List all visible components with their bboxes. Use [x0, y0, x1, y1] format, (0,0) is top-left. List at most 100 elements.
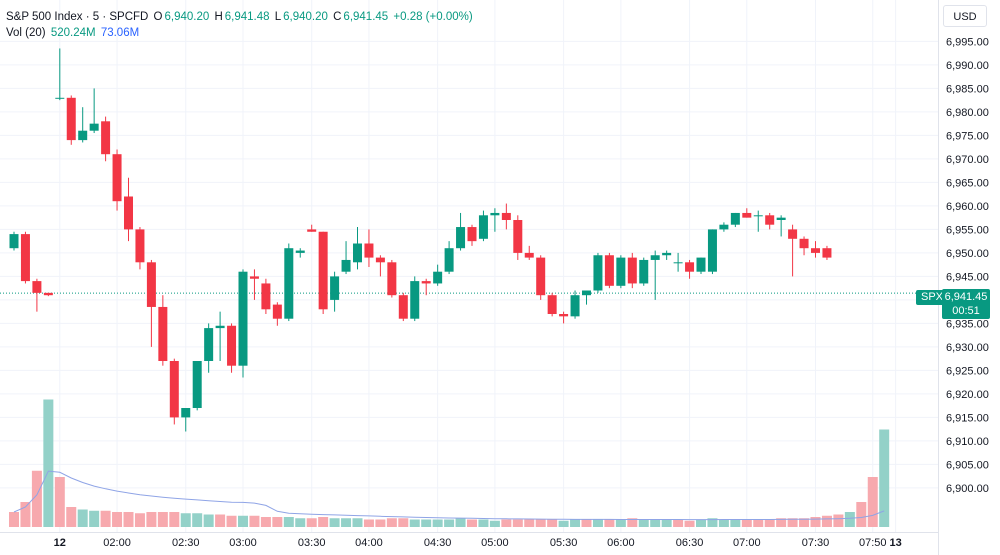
volume-bar [157, 512, 168, 527]
candle-down[interactable] [272, 304, 282, 319]
candle-down[interactable] [124, 196, 133, 230]
candle-down[interactable] [604, 255, 614, 286]
candle-down[interactable] [146, 262, 156, 307]
candle-down[interactable] [627, 257, 637, 284]
volume-bar [77, 509, 88, 527]
candle-up[interactable] [650, 255, 660, 260]
candle-down[interactable] [536, 257, 546, 296]
candle-down[interactable] [375, 257, 385, 263]
candle-down[interactable] [742, 212, 752, 218]
candle-up[interactable] [776, 217, 786, 220]
candle-up[interactable] [238, 271, 248, 366]
candle-up[interactable] [490, 212, 500, 216]
volume-bar [558, 520, 569, 527]
candle-up[interactable] [353, 243, 362, 263]
volume-bar [398, 518, 409, 527]
volume-bar [547, 519, 558, 527]
candle-up[interactable] [707, 229, 717, 272]
candle-down[interactable] [101, 121, 111, 155]
candle-down[interactable] [421, 281, 431, 284]
candle-down[interactable] [387, 262, 397, 296]
candle-up[interactable] [570, 295, 580, 317]
candle-down[interactable] [261, 283, 271, 310]
candle-down[interactable] [66, 97, 76, 141]
volume-bar [684, 520, 695, 527]
candle-up[interactable] [295, 250, 305, 253]
candle-down[interactable] [765, 215, 775, 225]
candle-down[interactable] [20, 234, 30, 282]
candle-down[interactable] [559, 314, 569, 317]
legend-symbol[interactable]: S&P 500 Index · 5 · SPCFD [6, 11, 149, 23]
candle-down[interactable] [364, 243, 374, 258]
candle-up[interactable] [696, 257, 706, 272]
candle-up[interactable] [662, 252, 672, 256]
candle-up[interactable] [616, 257, 626, 286]
candle-down[interactable] [811, 248, 820, 253]
candle-down[interactable] [112, 154, 122, 202]
candle-down[interactable] [307, 229, 317, 232]
candle-down[interactable] [227, 325, 237, 366]
candle-up[interactable] [181, 408, 191, 418]
candle-down[interactable] [158, 306, 168, 361]
volume-bar [627, 518, 638, 527]
candle-up[interactable] [215, 325, 225, 329]
volume-bar [112, 512, 123, 527]
candle-up[interactable] [730, 212, 740, 225]
candle-up[interactable] [284, 248, 294, 319]
candle-up[interactable] [9, 234, 19, 249]
time-axis-label: 03:30 [298, 537, 326, 549]
volume-bar [215, 514, 226, 527]
candle-down[interactable] [822, 248, 832, 258]
candle-up[interactable] [444, 248, 454, 272]
candle-up[interactable] [753, 215, 763, 217]
candle-up[interactable] [593, 255, 603, 291]
candle-down[interactable] [43, 292, 53, 296]
price-axis-label: 6,920.00 [946, 389, 989, 401]
volume-bar [478, 519, 489, 527]
candle-down[interactable] [799, 238, 809, 249]
candle-up[interactable] [330, 276, 340, 300]
volume-bar [306, 518, 317, 527]
time-axis-label: 13 [890, 537, 902, 549]
candle-down[interactable] [249, 276, 259, 279]
candle-down[interactable] [169, 361, 179, 418]
candle-down[interactable] [685, 262, 695, 272]
candle-up[interactable] [204, 328, 214, 361]
volume-bar [386, 518, 397, 527]
candle-down[interactable] [547, 295, 557, 314]
candle-up[interactable] [410, 281, 420, 319]
candle-down[interactable] [501, 212, 511, 220]
volume-bar [535, 519, 546, 527]
candle-down[interactable] [524, 252, 534, 258]
candle-up[interactable] [55, 97, 65, 99]
candle-down[interactable] [32, 281, 42, 293]
volume-bar [375, 519, 386, 527]
volume-bar [856, 502, 867, 527]
volume-bar [20, 502, 31, 527]
volume-bar [272, 517, 283, 527]
price-axis-label: 6,950.00 [946, 248, 989, 260]
candle-up[interactable] [719, 224, 729, 230]
candle-up[interactable] [456, 227, 466, 249]
candle-up[interactable] [478, 215, 488, 239]
candle-up[interactable] [78, 130, 88, 141]
candle-down[interactable] [513, 220, 523, 253]
legend-volume-label[interactable]: Vol (20) [6, 27, 46, 39]
volume-bar [696, 519, 706, 527]
currency-button[interactable]: USD [943, 5, 987, 27]
candle-up[interactable] [582, 290, 591, 296]
candle-down[interactable] [467, 227, 477, 242]
candle-up[interactable] [341, 259, 351, 272]
candle-down[interactable] [135, 229, 145, 263]
candle-down[interactable] [318, 231, 328, 310]
candle-down[interactable] [788, 229, 798, 239]
candle-up[interactable] [192, 361, 202, 408]
candle-up[interactable] [433, 271, 443, 284]
last-price-label: 6,941.45 00:51 [942, 289, 990, 319]
candle-down[interactable] [398, 295, 408, 319]
candle-up[interactable] [673, 262, 683, 264]
volume-bar [764, 519, 775, 527]
candle-up[interactable] [639, 259, 649, 284]
candle-up[interactable] [89, 123, 99, 131]
